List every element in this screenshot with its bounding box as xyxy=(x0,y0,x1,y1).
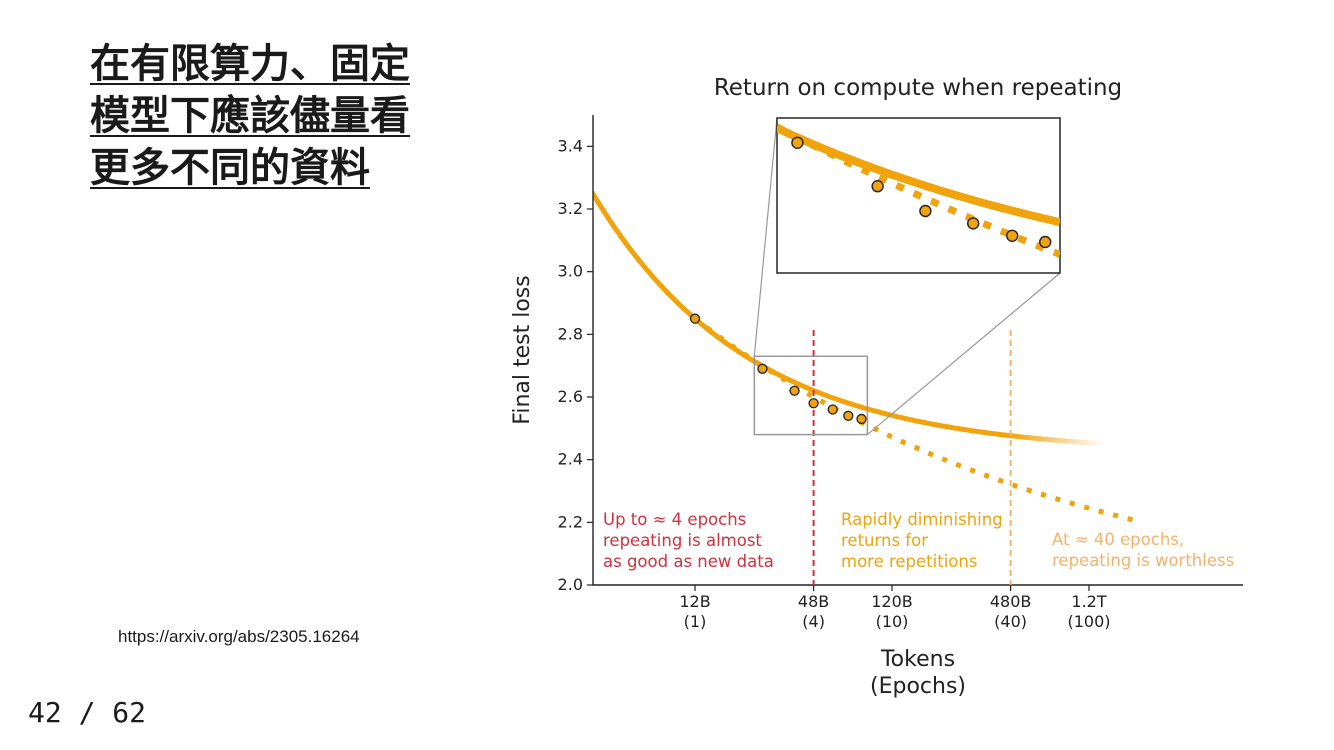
y-tick-label: 3.0 xyxy=(558,262,583,281)
y-tick-label: 3.4 xyxy=(558,136,583,155)
data-point xyxy=(856,413,867,425)
chart-title: Return on compute when repeating xyxy=(714,75,1122,101)
unique-data-curve xyxy=(593,190,1011,439)
x-tick-sublabel: (40) xyxy=(994,612,1027,631)
x-axis-label: Tokens xyxy=(880,647,955,672)
inset-data-point xyxy=(966,217,980,230)
x-tick-sublabel: (100) xyxy=(1067,612,1110,631)
x-axis-label: (Epochs) xyxy=(870,674,966,699)
data-point xyxy=(827,404,838,415)
zoom-connector xyxy=(867,272,1061,436)
data-point xyxy=(789,385,800,396)
annotation-text: Up to ≈ 4 epochs xyxy=(603,510,746,529)
data-point xyxy=(689,313,701,324)
data-point xyxy=(757,363,768,374)
heading-line-2: 模型下應該儘量看 xyxy=(90,93,410,139)
inset-data-point xyxy=(1039,235,1052,249)
inset-data-point xyxy=(1006,229,1019,243)
x-tick-label: 1.2T xyxy=(1071,592,1106,611)
y-tick-label: 2.0 xyxy=(558,575,583,594)
slide-heading: 在有限算力、固定 模型下應該儘量看 更多不同的資料 xyxy=(90,38,450,194)
inset-plot xyxy=(777,123,1060,258)
x-tick-label: 120B xyxy=(871,592,913,611)
x-tick-sublabel: (4) xyxy=(802,612,825,631)
annotation-text: repeating is almost xyxy=(603,531,762,550)
inset-data-point xyxy=(871,179,884,193)
inset-data-point xyxy=(919,204,932,218)
annotation-text: At ≈ 40 epochs, xyxy=(1052,530,1184,549)
zoom-connector xyxy=(753,117,778,357)
data-point xyxy=(808,398,819,409)
annotation-text: returns for xyxy=(841,531,928,550)
repeated-data-curve xyxy=(693,316,1135,523)
inset-data-point xyxy=(791,136,804,150)
loss-chart: 2.0 2.2 2.4 2.6 2.8 3.0 3.2 3.4 12B(1) 48B(4) 120B… xyxy=(510,75,1243,699)
page-counter: 42 / 62 xyxy=(28,696,147,729)
x-tick-sublabel: (10) xyxy=(876,612,909,631)
heading-line-1: 在有限算力、固定 xyxy=(90,41,410,87)
y-axis-label: Final test loss xyxy=(510,275,535,424)
y-tick-label: 3.2 xyxy=(558,199,583,218)
zoom-region xyxy=(753,355,869,436)
inset-repeated-curve xyxy=(777,123,1060,258)
annotation-text: more repetitions xyxy=(841,552,977,571)
data-point xyxy=(843,410,854,421)
y-tick-label: 2.2 xyxy=(558,512,583,531)
annotation-text: Rapidly diminishing xyxy=(841,510,1003,529)
x-tick-label: 12B xyxy=(679,592,710,611)
unique-data-curve-fade xyxy=(1010,433,1105,447)
annotation-text: repeating is worthless xyxy=(1052,551,1234,570)
inset-unique-curve xyxy=(777,124,1060,227)
heading-line-3: 更多不同的資料 xyxy=(90,145,370,191)
annotation-text: as good as new data xyxy=(603,552,774,571)
y-tick-label: 2.8 xyxy=(558,324,583,343)
x-tick-label: 48B xyxy=(798,592,829,611)
source-link[interactable]: https://arxiv.org/abs/2305.16264 xyxy=(118,627,360,646)
x-tick-sublabel: (1) xyxy=(684,612,707,631)
x-tick-label: 480B xyxy=(990,592,1032,611)
y-tick-label: 2.6 xyxy=(558,387,583,406)
y-tick-label: 2.4 xyxy=(558,450,583,469)
